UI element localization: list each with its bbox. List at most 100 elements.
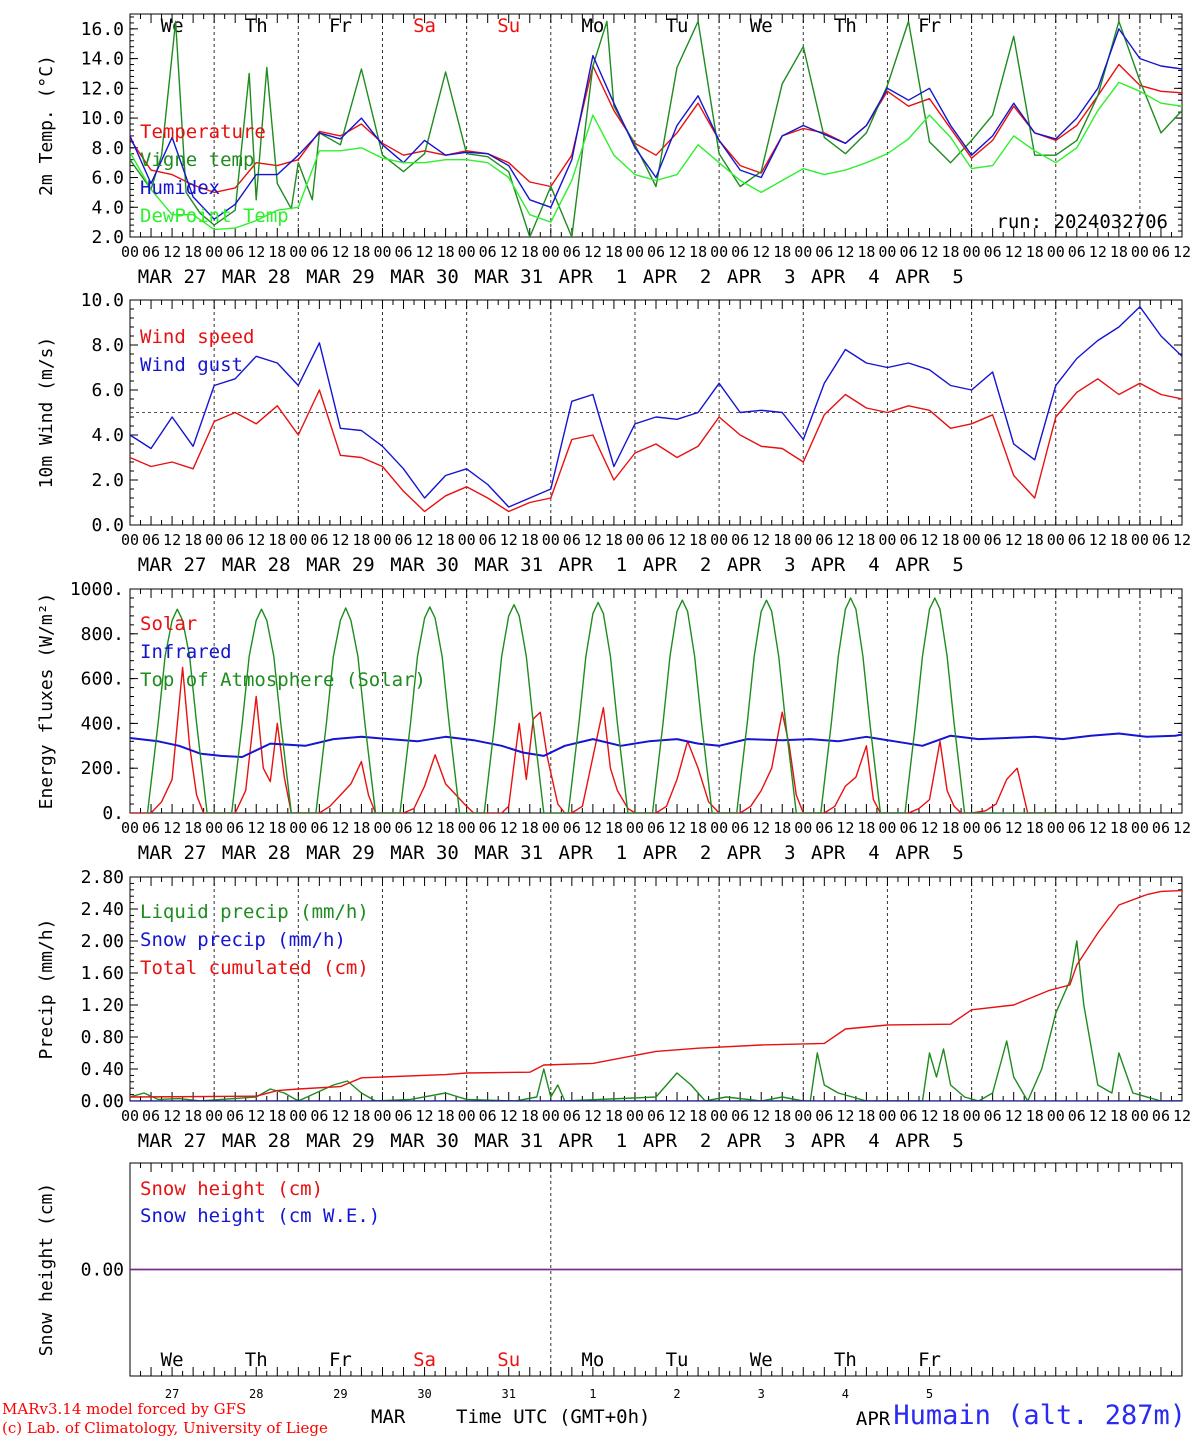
hour-tick-label: 06 bbox=[226, 819, 244, 837]
hour-tick-label: 12 bbox=[247, 1107, 265, 1125]
hour-tick-label: 06 bbox=[142, 531, 160, 549]
day-number-label: 29 bbox=[333, 1387, 347, 1401]
hour-tick-label: 00 bbox=[121, 243, 139, 261]
hour-tick-label: 12 bbox=[163, 531, 181, 549]
date-label: MAR 29 bbox=[306, 1130, 375, 1152]
series-line-infrared bbox=[130, 732, 1182, 758]
weekday-label: Mo bbox=[581, 1349, 604, 1371]
date-label: MAR 29 bbox=[306, 842, 375, 864]
hour-tick-label: 12 bbox=[331, 1107, 349, 1125]
hour-tick-label: 18 bbox=[521, 243, 539, 261]
hour-tick-label: 18 bbox=[437, 819, 455, 837]
hour-tick-label: 18 bbox=[184, 243, 202, 261]
hour-tick-label: 00 bbox=[963, 243, 981, 261]
hour-tick-label: 12 bbox=[584, 1107, 602, 1125]
hour-tick-label: 06 bbox=[394, 243, 412, 261]
date-label: APR 2 bbox=[643, 554, 712, 576]
hour-tick-label: 12 bbox=[163, 819, 181, 837]
lab-credit: (c) Lab. of Climatology, University of L… bbox=[2, 1419, 328, 1437]
date-label: MAR 30 bbox=[390, 1130, 459, 1152]
date-label: APR 1 bbox=[559, 1130, 628, 1152]
day-number-label: 30 bbox=[417, 1387, 431, 1401]
month-label-mar: MAR bbox=[371, 1406, 406, 1428]
date-label: APR 5 bbox=[895, 554, 964, 576]
hour-tick-label: 06 bbox=[226, 1107, 244, 1125]
hour-tick-label: 06 bbox=[394, 531, 412, 549]
hour-tick-label: 12 bbox=[1089, 243, 1107, 261]
y-tick-label: 0.0 bbox=[91, 515, 124, 536]
series-line-solar bbox=[130, 666, 1056, 813]
date-label: MAR 31 bbox=[474, 842, 543, 864]
legend-entry: Liquid precip (mm/h) bbox=[140, 901, 369, 923]
hour-tick-label: 18 bbox=[437, 1107, 455, 1125]
hour-tick-label: 06 bbox=[310, 531, 328, 549]
weekday-label: We bbox=[750, 15, 773, 37]
hour-tick-label: 00 bbox=[878, 531, 896, 549]
date-label: APR 5 bbox=[895, 266, 964, 288]
weekday-label: Su bbox=[497, 15, 520, 37]
hour-tick-label: 12 bbox=[836, 819, 854, 837]
series-line-total-cumulated-cm- bbox=[130, 889, 1182, 1098]
hour-tick-label: 00 bbox=[542, 1107, 560, 1125]
hour-tick-label: 12 bbox=[1089, 819, 1107, 837]
date-label: MAR 28 bbox=[222, 266, 291, 288]
series-group bbox=[130, 306, 1182, 513]
hour-tick-label: 18 bbox=[942, 243, 960, 261]
hour-tick-label: 12 bbox=[668, 531, 686, 549]
hour-tick-label: 18 bbox=[773, 531, 791, 549]
hour-tick-label: 00 bbox=[794, 819, 812, 837]
y-tick-label: 2.0 bbox=[91, 227, 124, 248]
hour-tick-label: 12 bbox=[1173, 1107, 1191, 1125]
y-tick-label: 600. bbox=[81, 669, 124, 690]
hour-tick-label: 12 bbox=[1173, 819, 1191, 837]
y-tick-label: 1000. bbox=[70, 579, 124, 600]
hour-tick-label: 18 bbox=[942, 531, 960, 549]
day-number-label: 31 bbox=[501, 1387, 515, 1401]
hour-tick-label: 06 bbox=[1068, 531, 1086, 549]
hour-tick-label: 18 bbox=[352, 819, 370, 837]
day-number-label: 5 bbox=[926, 1387, 933, 1401]
hour-tick-label: 18 bbox=[352, 243, 370, 261]
hour-tick-label: 18 bbox=[773, 243, 791, 261]
hour-tick-label: 12 bbox=[584, 531, 602, 549]
legend-entry: Total cumulated (cm) bbox=[140, 957, 369, 979]
hour-tick-label: 12 bbox=[1005, 819, 1023, 837]
hour-tick-label: 00 bbox=[1047, 819, 1065, 837]
hour-tick-label: 06 bbox=[815, 243, 833, 261]
hour-tick-label: 00 bbox=[710, 531, 728, 549]
hour-tick-label: 12 bbox=[247, 531, 265, 549]
hour-tick-label: 00 bbox=[626, 531, 644, 549]
date-label: MAR 31 bbox=[474, 266, 543, 288]
hour-tick-label: 06 bbox=[647, 1107, 665, 1125]
series-line-dewpoint-temp bbox=[130, 81, 1182, 231]
month-label-apr: APR bbox=[856, 1408, 891, 1430]
hour-tick-label: 12 bbox=[752, 243, 770, 261]
hour-tick-label: 12 bbox=[752, 819, 770, 837]
hour-tick-label: 00 bbox=[205, 819, 223, 837]
series-group bbox=[130, 889, 1182, 1101]
hour-tick-label: 18 bbox=[1026, 243, 1044, 261]
hour-tick-label: 12 bbox=[1005, 1107, 1023, 1125]
hour-tick-label: 06 bbox=[731, 531, 749, 549]
date-label: APR 3 bbox=[727, 842, 796, 864]
hour-tick-label: 06 bbox=[899, 819, 917, 837]
y-tick-label: 0.40 bbox=[81, 1059, 124, 1080]
weekday-label: Fr bbox=[918, 15, 941, 37]
hour-tick-label: 18 bbox=[521, 819, 539, 837]
weekday-label: Sa bbox=[413, 1349, 436, 1371]
hour-tick-label: 06 bbox=[731, 819, 749, 837]
legend-entry: Temperature bbox=[140, 121, 266, 143]
hour-tick-label: 12 bbox=[1089, 531, 1107, 549]
legend-entry: Humidex bbox=[140, 177, 220, 199]
hour-tick-label: 06 bbox=[1068, 819, 1086, 837]
hour-tick-label: 00 bbox=[458, 243, 476, 261]
hour-tick-label: 18 bbox=[1026, 1107, 1044, 1125]
hour-tick-label: 18 bbox=[352, 531, 370, 549]
date-label: APR 4 bbox=[811, 554, 880, 576]
panel-5: 0.00 Snow height (cm) We Th Fr Sa Su Mo Tu We Th Fr… bbox=[36, 1162, 1183, 1430]
weekday-label: Th bbox=[245, 1349, 268, 1371]
date-label: APR 3 bbox=[727, 1130, 796, 1152]
time-axis-label: Time UTC (GMT+0h) bbox=[456, 1406, 651, 1428]
date-label: MAR 31 bbox=[474, 1130, 543, 1152]
